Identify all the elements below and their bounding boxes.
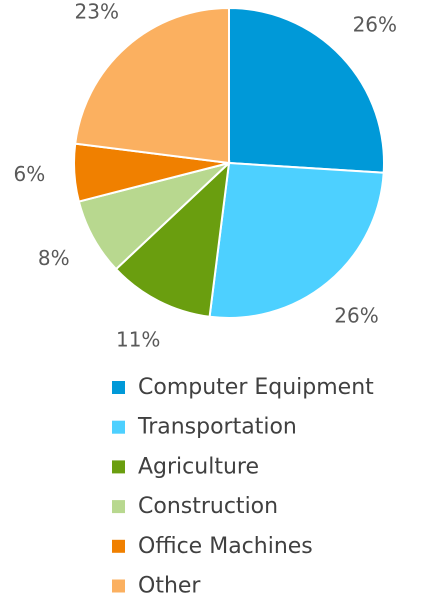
legend-swatch bbox=[112, 579, 125, 593]
legend-label: Computer Equipment bbox=[138, 375, 374, 400]
legend-label: Transportation bbox=[137, 415, 297, 440]
pie-slice bbox=[114, 160, 231, 318]
data-label: 8% bbox=[38, 246, 70, 270]
pie-slice bbox=[228, 6, 385, 174]
data-label: 26% bbox=[353, 13, 397, 37]
legend-label: Office Machines bbox=[138, 534, 313, 559]
legend-swatch bbox=[112, 539, 125, 553]
legend-label: Other bbox=[138, 574, 201, 599]
legend-label: Agriculture bbox=[138, 454, 259, 479]
legend-swatch bbox=[112, 381, 125, 394]
legend-swatch bbox=[112, 500, 125, 514]
data-label: 6% bbox=[14, 162, 46, 186]
data-label: 26% bbox=[334, 304, 378, 328]
data-label: 23% bbox=[75, 0, 119, 23]
legend-swatch bbox=[112, 420, 125, 434]
legend-label: Construction bbox=[138, 494, 278, 519]
data-label: 11% bbox=[116, 328, 160, 352]
pie-slice bbox=[74, 6, 230, 165]
legend-swatch bbox=[112, 460, 125, 474]
pie-slice bbox=[208, 161, 385, 319]
